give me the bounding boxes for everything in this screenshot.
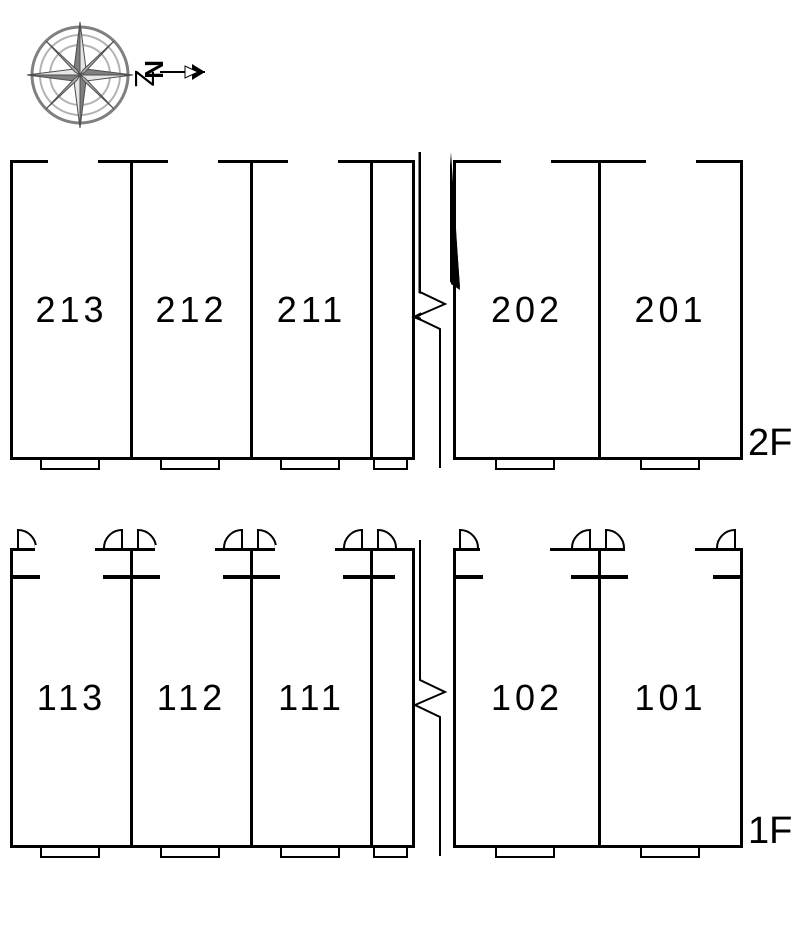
window-sill	[40, 460, 100, 470]
unit-213: 213	[10, 160, 130, 460]
unit-label: 202	[491, 289, 563, 331]
unit-211: 211	[250, 160, 370, 460]
unit-label: 201	[634, 289, 706, 331]
svg-text:N: N	[139, 60, 169, 79]
unit-101: 101	[598, 548, 743, 848]
unit-label: 213	[35, 289, 107, 331]
window-sill	[160, 460, 220, 470]
floor-2f-right-group: 202 201	[453, 160, 743, 460]
unit-111: 111	[250, 548, 370, 848]
unit-112: 112	[130, 548, 250, 848]
floor-label-1f: 1F	[748, 810, 792, 853]
floor-2f-left-group: 213 212 211	[10, 160, 415, 460]
unit-2f-partial	[370, 160, 415, 460]
unit-201: 201	[598, 160, 743, 460]
floorplan-canvas: Z N N 213 212 211	[0, 0, 800, 940]
window-sill	[640, 848, 700, 858]
unit-label: 102	[491, 677, 563, 719]
unit-label: 111	[278, 677, 345, 719]
unit-212: 212	[130, 160, 250, 460]
floor-1f: 113 112 111 102	[0, 548, 800, 888]
window-sill	[40, 848, 100, 858]
unit-label: 211	[277, 289, 346, 331]
floor-1f-right-group: 102 101	[453, 548, 743, 848]
window-sill	[280, 848, 340, 858]
unit-label: 112	[157, 677, 226, 719]
compass: Z N N	[20, 10, 220, 140]
unit-113: 113	[10, 548, 130, 848]
window-sill	[373, 848, 408, 858]
floor-1f-left-group: 113 112 111	[10, 548, 415, 848]
window-sill	[280, 460, 340, 470]
window-sill	[495, 848, 555, 858]
unit-label: 101	[634, 677, 706, 719]
unit-label: 212	[155, 289, 227, 331]
unit-202: 202	[453, 160, 598, 460]
floor-label-2f: 2F	[748, 422, 792, 465]
window-sill	[640, 460, 700, 470]
unit-1f-partial	[370, 548, 415, 848]
unit-102: 102	[453, 548, 598, 848]
floor-2f: 213 212 211 202 201	[0, 160, 800, 480]
window-sill	[160, 848, 220, 858]
unit-label: 113	[37, 677, 106, 719]
window-sill	[373, 460, 408, 470]
window-sill	[495, 460, 555, 470]
